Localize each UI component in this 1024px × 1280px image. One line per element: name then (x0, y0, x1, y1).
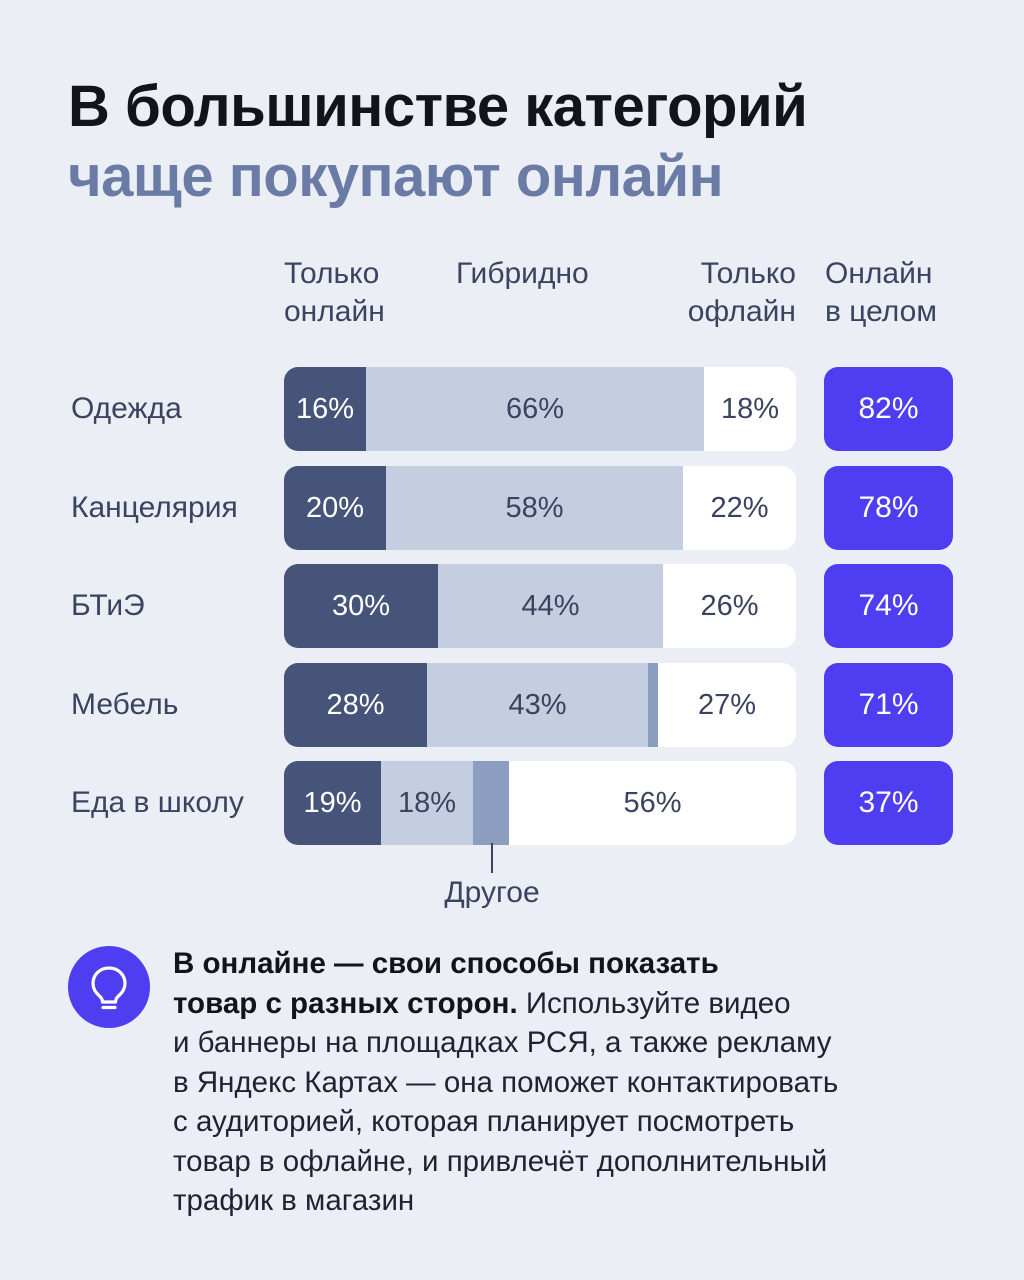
title-line-1: В большинстве категорий (68, 74, 808, 139)
category-label: Мебель (71, 688, 179, 721)
data-label: 27% (697, 688, 757, 721)
tip-bold-line-2: товар с разных сторон. (173, 986, 518, 1020)
stacked-bar: 28% 43% 27% (284, 663, 796, 747)
column-header-hybrid: Гибридно (456, 255, 589, 293)
data-label: 20% (305, 491, 365, 524)
other-callout-label: Другое (444, 876, 540, 909)
online-only-segment: 28% (284, 663, 427, 747)
data-label: 58% (505, 491, 564, 524)
category-label: Канцелярия (71, 491, 238, 524)
column-header-line: Гибридно (456, 257, 589, 290)
hybrid-segment: 44% (438, 564, 663, 648)
tip-text-line: с аудиторией, которая планирует посмотре… (173, 1105, 795, 1138)
other-segment (473, 761, 509, 845)
online-total-badge: 74% (824, 564, 953, 648)
column-header-line: онлайн (284, 295, 385, 328)
data-label: 44% (521, 589, 580, 622)
data-label: 43% (508, 688, 567, 721)
online-only-segment: 19% (284, 761, 381, 845)
stacked-bar: 16% 66% 18% (284, 367, 796, 451)
data-label: 16% (295, 392, 355, 425)
online-total-badge: 78% (824, 466, 953, 550)
online-only-segment: 16% (284, 367, 366, 451)
offline-only-segment: 18% (704, 367, 796, 451)
data-label: 19% (303, 786, 362, 819)
stacked-bar: 19% 18% 56% (284, 761, 796, 845)
online-total-badge: 71% (824, 663, 953, 747)
tip-bold-line-1: В онлайне — свои способы показать (173, 947, 719, 980)
category-label: Одежда (71, 392, 182, 425)
category-label: Еда в школу (71, 786, 244, 819)
title-line-2: чаще покупают онлайн (68, 144, 724, 209)
stacked-bar: 20% 58% 22% (284, 466, 796, 550)
online-only-segment: 20% (284, 466, 386, 550)
other-segment (648, 663, 658, 747)
column-header-offline-only: Только офлайн (682, 255, 796, 331)
data-label: 26% (700, 589, 759, 622)
lightbulb-icon (68, 946, 150, 1028)
tip-text-line: трафик в магазин (173, 1184, 415, 1217)
hybrid-segment: 18% (381, 761, 473, 845)
online-total-badge: 37% (824, 761, 953, 845)
data-label: 56% (623, 786, 682, 819)
page-title: В большинстве категорий чаще покупают он… (68, 72, 808, 212)
tip-text: В онлайне — свои способы показать товар … (173, 944, 993, 1221)
stacked-bar: 30% 44% 26% (284, 564, 796, 648)
column-header-line: Только (700, 257, 796, 290)
data-label: 66% (505, 392, 565, 425)
column-header-line: Онлайн (825, 257, 933, 290)
data-label: 30% (331, 589, 391, 622)
data-label: 28% (326, 688, 385, 721)
tip-text-line: в Яндекс Картах — она поможет контактиро… (173, 1065, 839, 1099)
offline-only-segment: 56% (509, 761, 796, 845)
data-label: 22% (710, 491, 769, 524)
online-total-badge: 82% (824, 367, 953, 451)
other-callout-line (491, 843, 493, 873)
data-label: 18% (397, 786, 457, 819)
data-label: 18% (720, 392, 780, 425)
column-header-line: Только (284, 257, 380, 290)
online-only-segment: 30% (284, 564, 438, 648)
tip-text-line: товар в офлайне, и привлечёт дополнитель… (173, 1144, 828, 1178)
offline-only-segment: 22% (683, 466, 796, 550)
column-header-line: офлайн (687, 295, 796, 328)
offline-only-segment: 27% (658, 663, 796, 747)
hybrid-segment: 43% (427, 663, 648, 747)
tip-text-line: Используйте видео (517, 986, 791, 1020)
column-header-online-only: Только онлайн (284, 255, 385, 331)
offline-only-segment: 26% (663, 564, 796, 648)
tip-text-line: и баннеры на площадках РСЯ, а также рекл… (173, 1026, 832, 1059)
column-header-line: в целом (825, 295, 937, 328)
hybrid-segment: 58% (386, 466, 683, 550)
hybrid-segment: 66% (366, 367, 704, 451)
category-label: БТиЭ (71, 589, 145, 622)
column-header-online-total: Онлайн в целом (825, 255, 937, 331)
